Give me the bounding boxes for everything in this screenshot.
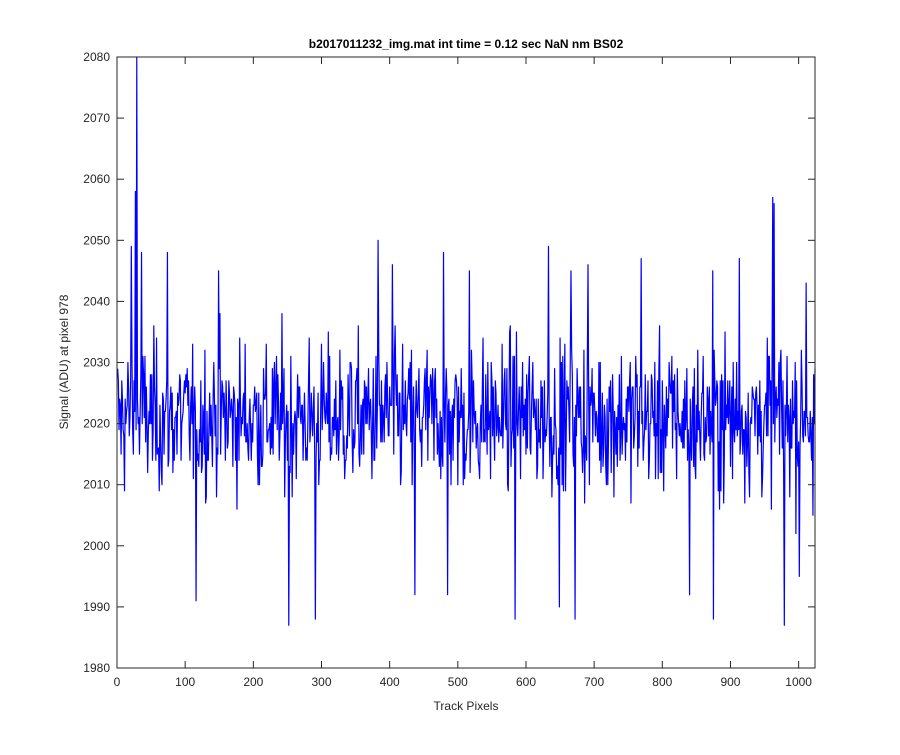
x-tick-label: 800 [652, 675, 672, 689]
x-tick-label: 100 [175, 675, 195, 689]
x-tick-label: 500 [448, 675, 468, 689]
y-tick-label: 2040 [83, 294, 110, 308]
y-tick-label: 2060 [83, 172, 110, 186]
x-tick-label: 1000 [785, 675, 812, 689]
chart-title: b2017011232_img.mat int time = 0.12 sec … [309, 37, 624, 51]
x-tick-label: 700 [584, 675, 604, 689]
y-tick-label: 1980 [83, 661, 110, 675]
y-tick-label: 1990 [83, 600, 110, 614]
x-axis-label: Track Pixels [434, 699, 499, 713]
x-tick-label: 0 [114, 675, 121, 689]
y-tick-label: 2080 [83, 50, 110, 64]
x-tick-label: 900 [720, 675, 740, 689]
y-tick-label: 2030 [83, 356, 110, 370]
x-tick-label: 300 [311, 675, 331, 689]
y-tick-label: 2010 [83, 478, 110, 492]
ticks-layer: 0 100 200 300 400 500 600 700 800 900 1000 1980 1990… [83, 50, 815, 689]
y-tick-label: 2000 [83, 539, 110, 553]
x-tick-label: 400 [380, 675, 400, 689]
y-tick-label: 2050 [83, 233, 110, 247]
y-tick-label: 2070 [83, 111, 110, 125]
series-layer [117, 56, 816, 626]
x-tick-label: 200 [243, 675, 263, 689]
y-axis-label: Signal (ADU) at pixel 978 [57, 294, 71, 429]
series-line [117, 56, 816, 626]
y-tick-label: 2020 [83, 417, 110, 431]
plot-area [117, 57, 815, 668]
x-tick-label: 600 [516, 675, 536, 689]
